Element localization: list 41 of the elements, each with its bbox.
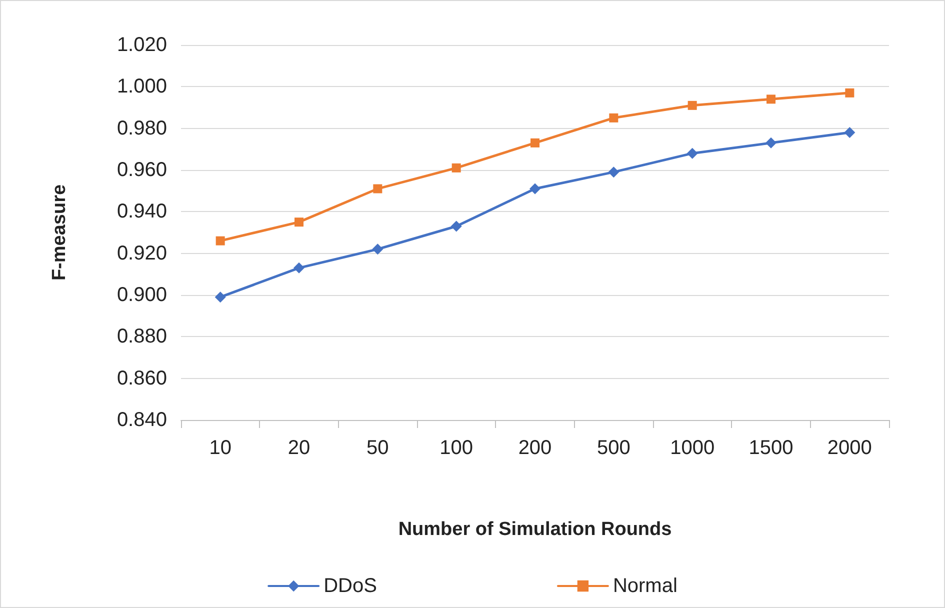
point	[688, 100, 697, 110]
x-tick-label: 500	[596, 437, 630, 459]
x-tick-label: 20	[288, 437, 310, 459]
point	[608, 166, 620, 178]
point	[766, 94, 776, 104]
y-tick-label: 1.020	[116, 34, 167, 56]
point	[450, 220, 462, 232]
x-tick-label: 10	[209, 437, 232, 459]
y-axis-title: F-measure	[49, 184, 70, 281]
point	[214, 292, 226, 303]
y-tick-label: 0.840	[116, 409, 167, 431]
y-tick-label: 0.880	[116, 326, 167, 348]
point	[530, 183, 540, 194]
y-tick-label: 0.980	[116, 117, 167, 140]
y-tick-label: 1.000	[116, 76, 167, 98]
point	[844, 127, 856, 138]
point	[845, 88, 854, 98]
y-tick-label: 0.960	[116, 159, 167, 181]
y-tick-label: 0.920	[116, 242, 167, 264]
point	[373, 184, 382, 194]
point	[609, 113, 618, 122]
point	[452, 163, 461, 172]
y-tick-label: 0.940	[116, 200, 167, 223]
x-tick-label: 200	[518, 437, 552, 459]
x-tick-label: 1000	[670, 437, 715, 459]
legend-label: DDoS	[324, 575, 377, 597]
x-tick-label: 100	[440, 437, 474, 459]
point	[686, 148, 698, 159]
x-axis-title: Number of Simulation Rounds	[398, 519, 672, 540]
y-tick-label: 0.860	[116, 367, 167, 390]
y-tick-label: 0.900	[116, 284, 167, 306]
legend-label: Normal	[612, 575, 678, 597]
point	[530, 138, 540, 148]
x-tick-label: 1500	[748, 437, 794, 459]
x-tick-label: 2000	[827, 437, 872, 459]
point	[216, 236, 225, 246]
point	[766, 137, 776, 148]
point	[294, 262, 304, 274]
x-tick-label: 50	[366, 437, 389, 459]
point	[372, 244, 384, 255]
point	[294, 218, 304, 227]
